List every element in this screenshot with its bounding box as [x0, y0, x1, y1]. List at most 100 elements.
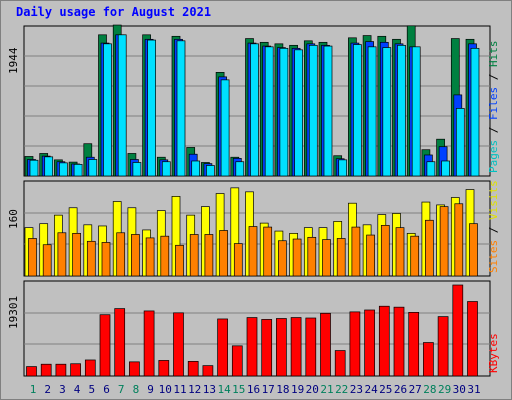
bar-sites: [439, 206, 449, 277]
bar-kbytes: [55, 363, 67, 377]
bar-kbytes: [143, 310, 155, 377]
bar-kbytes: [452, 284, 464, 377]
bar-pages: [353, 44, 362, 177]
bar-sites: [278, 240, 287, 277]
bar-kbytes: [320, 312, 331, 377]
bar-sites: [160, 235, 170, 277]
x-tick-label: 30: [453, 383, 466, 396]
x-tick-label: 26: [394, 383, 407, 396]
x-tick-label: 5: [88, 383, 95, 396]
bar-sites: [116, 232, 126, 277]
bar-kbytes: [158, 360, 170, 377]
bar-kbytes: [364, 309, 375, 377]
chart-title: Daily usage for August 2021: [16, 5, 212, 19]
bar-kbytes: [129, 361, 140, 377]
bar-pages: [470, 47, 480, 177]
bar-sites: [469, 223, 478, 277]
x-tick-label: 24: [364, 383, 378, 396]
bar-sites: [425, 219, 434, 277]
bar-kbytes: [99, 314, 111, 377]
bar-sites: [131, 234, 140, 277]
bar-kbytes: [467, 301, 478, 377]
bar-pages: [397, 44, 406, 177]
bar-sites: [233, 243, 243, 277]
bar-kbytes: [114, 308, 126, 377]
legend-entry: Files: [487, 87, 500, 120]
bar-pages: [161, 161, 171, 177]
bar-sites: [204, 234, 214, 277]
x-tick-label: 3: [59, 383, 66, 396]
bar-kbytes: [173, 312, 184, 377]
legend-visits: Sites / Visits: [487, 180, 500, 273]
bar-pages: [29, 159, 39, 177]
bar-pages: [176, 40, 186, 177]
bar-kbytes: [349, 311, 361, 377]
x-tick-label: 11: [173, 383, 186, 396]
bar-pages: [206, 165, 215, 177]
x-tick-label: 18: [276, 383, 289, 396]
x-tick-label: 17: [262, 383, 275, 396]
legend-requests: Pages / Files / Hits: [487, 41, 500, 174]
bar-sites: [145, 237, 155, 277]
ymax-label-visits: 160: [7, 209, 20, 229]
bar-kbytes: [187, 361, 199, 377]
bar-pages: [279, 47, 289, 177]
x-tick-label: 7: [118, 383, 125, 396]
x-tick-label: 23: [350, 383, 363, 396]
x-tick-label: 28: [423, 383, 436, 396]
bar-pages: [323, 45, 333, 177]
x-tick-label: 15: [232, 383, 245, 396]
bar-kbytes: [261, 319, 273, 377]
legend-kbytes: KBytes: [487, 333, 500, 373]
bar-sites: [72, 232, 81, 277]
x-tick-label: 4: [74, 383, 81, 396]
x-tick-label: 19: [291, 383, 304, 396]
bar-pages: [294, 49, 303, 177]
bar-sites: [380, 225, 390, 277]
legend-entry: Visits: [487, 180, 500, 220]
bar-sites: [410, 235, 420, 277]
x-tick-label: 6: [103, 383, 110, 396]
bar-pages: [382, 47, 392, 177]
bar-pages: [455, 108, 465, 177]
bar-pages: [117, 34, 127, 177]
x-tick-label: 8: [133, 383, 140, 396]
bar-pages: [338, 159, 348, 177]
x-tick-label: 13: [203, 383, 216, 396]
bar-pages: [103, 43, 112, 177]
bar-kbytes: [40, 363, 52, 377]
bar-kbytes: [26, 366, 37, 377]
bar-pages: [44, 156, 54, 177]
bar-kbytes: [276, 318, 287, 377]
bar-sites: [454, 203, 464, 277]
x-tick-label: 29: [438, 383, 451, 396]
x-tick-label: 1: [30, 383, 37, 396]
bar-kbytes: [246, 317, 258, 377]
x-tick-label: 21: [320, 383, 333, 396]
bar-pages: [441, 160, 450, 177]
legend-entry: Sites: [487, 240, 500, 273]
bar-kbytes: [408, 312, 420, 377]
legend-entry: /: [487, 67, 500, 87]
bar-pages: [367, 46, 377, 177]
x-tick-label: 20: [306, 383, 319, 396]
bar-kbytes: [290, 317, 302, 377]
legend-entry: Pages: [487, 140, 500, 173]
bar-pages: [220, 79, 230, 177]
x-tick-label: 25: [379, 383, 392, 396]
bar-pages: [426, 161, 436, 177]
bar-kbytes: [423, 342, 434, 377]
bar-sites: [292, 238, 302, 277]
bar-pages: [73, 164, 83, 177]
legend-entry: /: [487, 120, 500, 140]
bar-pages: [59, 162, 68, 177]
bar-sites: [307, 236, 317, 277]
bar-pages: [250, 43, 259, 177]
bar-sites: [28, 238, 37, 277]
bar-kbytes: [334, 350, 346, 377]
bar-kbytes: [393, 306, 405, 377]
x-tick-label: 9: [147, 383, 154, 396]
x-tick-label: 27: [409, 383, 422, 396]
legend-entry: /: [487, 220, 500, 240]
legend-entry: Hits: [487, 41, 500, 68]
